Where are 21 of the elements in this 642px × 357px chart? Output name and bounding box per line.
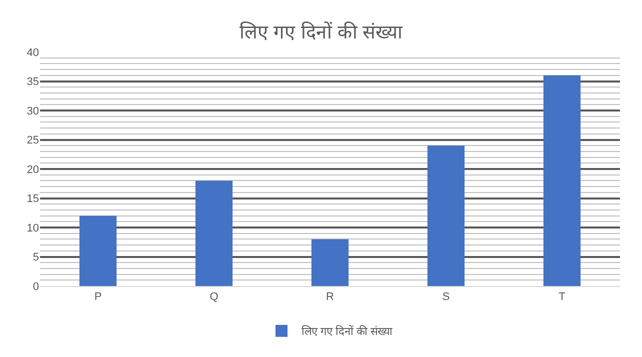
y-tick-label: 0 [32,280,39,293]
y-tick-label: 10 [26,222,39,234]
bar [79,216,117,286]
y-tick-label: 25 [26,134,39,147]
y-tick-label: 5 [32,252,39,264]
x-tick-label: R [326,291,334,304]
x-tick-label: P [94,291,102,304]
y-tick-label: 20 [26,164,39,176]
legend-label: लिए गए दिनों की संख्या [302,325,393,338]
bar [543,75,581,286]
bar [427,146,465,286]
x-tick-label: T [558,291,566,304]
bar [311,239,349,286]
x-tick-label: Q [210,291,219,304]
y-tick-label: 30 [26,105,39,118]
chart-title: लिए गए दिनों की संख्या [239,20,404,44]
y-tick-label: 40 [26,46,39,59]
y-tick-label: 35 [26,76,39,88]
bar [195,180,233,286]
y-tick-label: 15 [26,193,39,206]
x-tick-label: S [442,291,450,304]
